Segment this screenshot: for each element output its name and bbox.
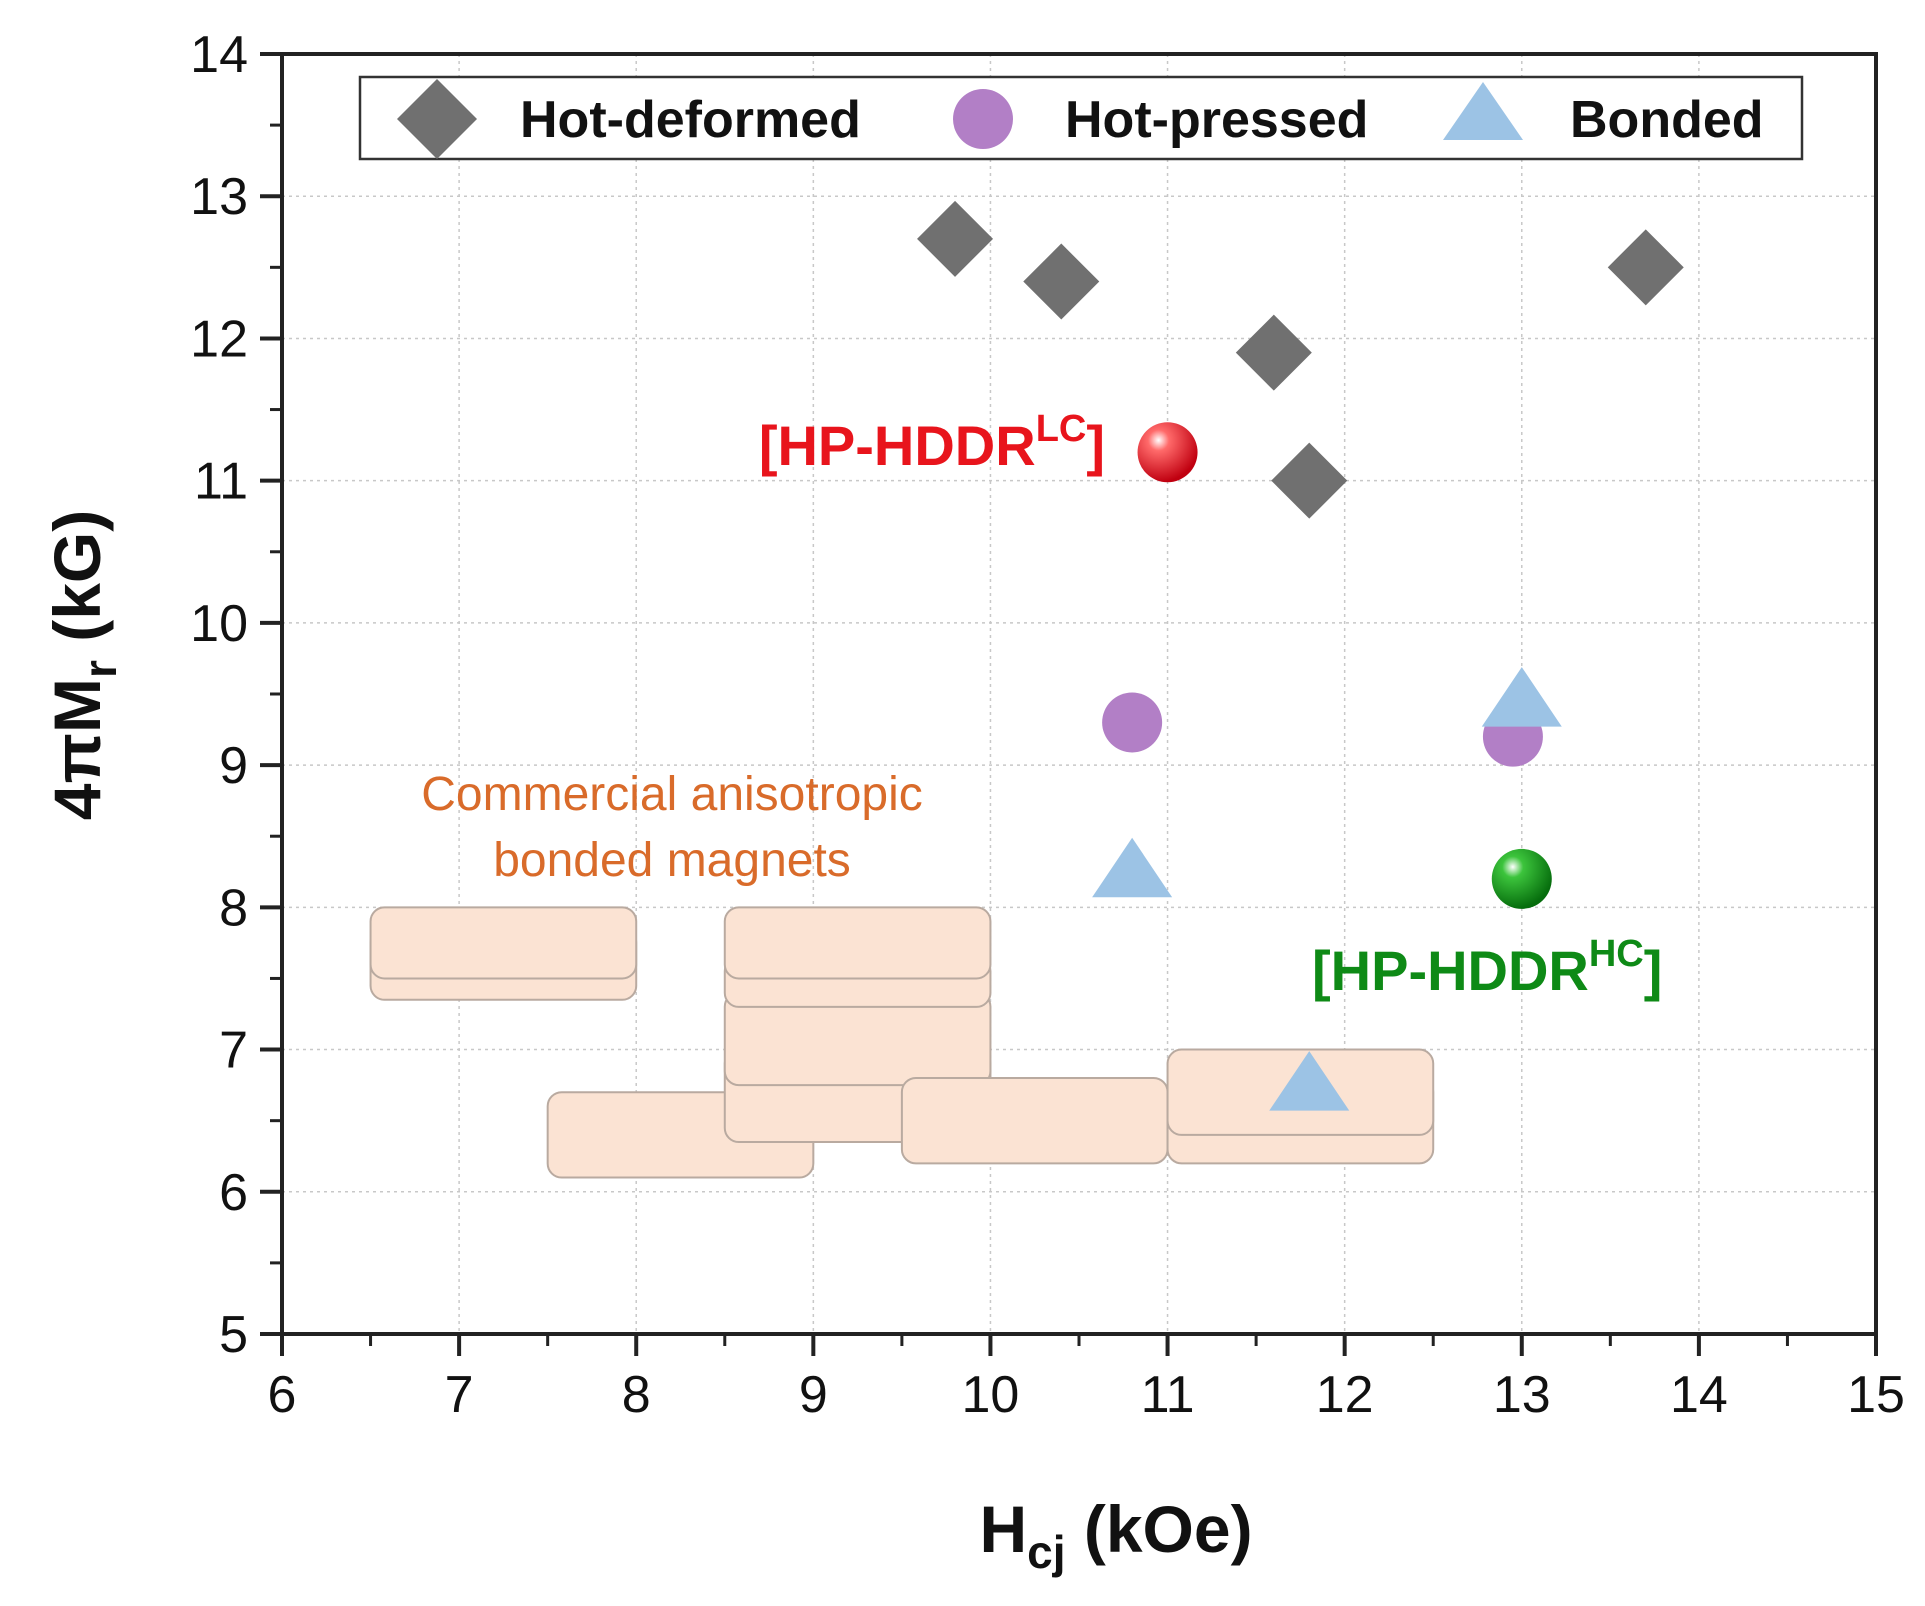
y-axis-title: 4πMr (kG): [40, 510, 126, 820]
x-tick-label: 6: [268, 1366, 297, 1424]
highlighted-point-hc: [1491, 848, 1552, 909]
y-tick-label: 9: [219, 737, 248, 795]
x-tick-label: 9: [799, 1366, 828, 1424]
data-points: [917, 200, 1684, 1111]
legend-frame: [358, 75, 1804, 161]
commercial-region-box: [900, 1077, 1169, 1165]
y-tick-label: 6: [219, 1164, 248, 1222]
y-tick-label: 13: [190, 168, 248, 226]
x-axis-title: Hcj (kOe): [979, 1492, 1252, 1578]
plot-frame: [280, 52, 1878, 1336]
legend-label-hot-deformed: Hot-deformed: [520, 91, 861, 149]
data-point-hot-deformed: [1271, 442, 1348, 519]
callout-hp-hddr-lc: [HP-HDDRLC]: [759, 408, 1105, 477]
commercial-region-box: [369, 906, 638, 980]
commercial-region-label-line2: bonded magnets: [493, 834, 851, 887]
data-point-hot-deformed: [1023, 243, 1100, 320]
legend-marker-bonded: [1443, 82, 1523, 140]
x-tick-label: 8: [622, 1366, 651, 1424]
legend-label-bonded: Bonded: [1570, 91, 1764, 149]
callout-hp-hddr-hc: [HP-HDDRHC]: [1312, 933, 1662, 1002]
y-tick-label: 11: [194, 453, 248, 511]
x-tick-label: 11: [1141, 1366, 1195, 1424]
x-tick-label: 10: [962, 1366, 1020, 1424]
commercial-region-boxes: [369, 906, 1435, 1179]
highlighted-point-lc: [1137, 422, 1198, 483]
data-point-hot-deformed: [1607, 229, 1684, 306]
data-point-hot-pressed: [1102, 692, 1163, 753]
y-tick-label: 10: [190, 595, 248, 653]
y-tick-label: 8: [219, 879, 248, 937]
y-tick-label: 14: [190, 26, 248, 84]
y-tick-label: 12: [190, 310, 248, 368]
legend-marker-hot-pressed: [953, 89, 1013, 149]
commercial-region-label-line1: Commercial anisotropic: [421, 768, 923, 821]
y-tick-label: 7: [219, 1022, 248, 1080]
legend-label-hot-pressed: Hot-pressed: [1065, 91, 1368, 149]
x-tick-label: 15: [1847, 1366, 1905, 1424]
x-tick-label: 14: [1670, 1366, 1728, 1424]
commercial-region-box: [723, 906, 992, 980]
data-point-bonded: [1481, 667, 1562, 727]
x-tick-label: 13: [1493, 1366, 1551, 1424]
legend: Hot-deformed Hot-pressed Bonded: [358, 75, 1804, 161]
data-point-bonded: [1269, 1051, 1350, 1111]
x-tick-label: 7: [445, 1366, 474, 1424]
x-tick-label: 12: [1316, 1366, 1374, 1424]
data-point-bonded: [1092, 837, 1173, 898]
data-point-hot-deformed: [917, 200, 994, 277]
legend-marker-hot-deformed: [397, 79, 477, 159]
data-point-hot-deformed: [1235, 314, 1312, 391]
y-tick-label: 5: [219, 1306, 248, 1364]
